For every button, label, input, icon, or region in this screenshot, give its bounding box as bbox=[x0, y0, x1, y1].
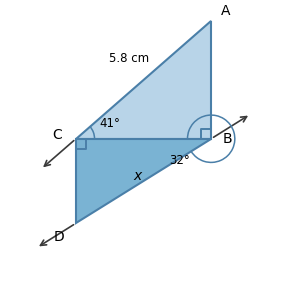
Text: C: C bbox=[53, 128, 62, 142]
Polygon shape bbox=[76, 139, 211, 223]
Text: B: B bbox=[223, 132, 233, 146]
Text: x: x bbox=[134, 169, 142, 183]
Text: 32°: 32° bbox=[169, 154, 190, 167]
Polygon shape bbox=[76, 21, 211, 139]
Text: A: A bbox=[221, 4, 231, 18]
Text: D: D bbox=[54, 230, 64, 244]
Text: 5.8 cm: 5.8 cm bbox=[109, 52, 149, 65]
Text: 41°: 41° bbox=[100, 117, 120, 130]
